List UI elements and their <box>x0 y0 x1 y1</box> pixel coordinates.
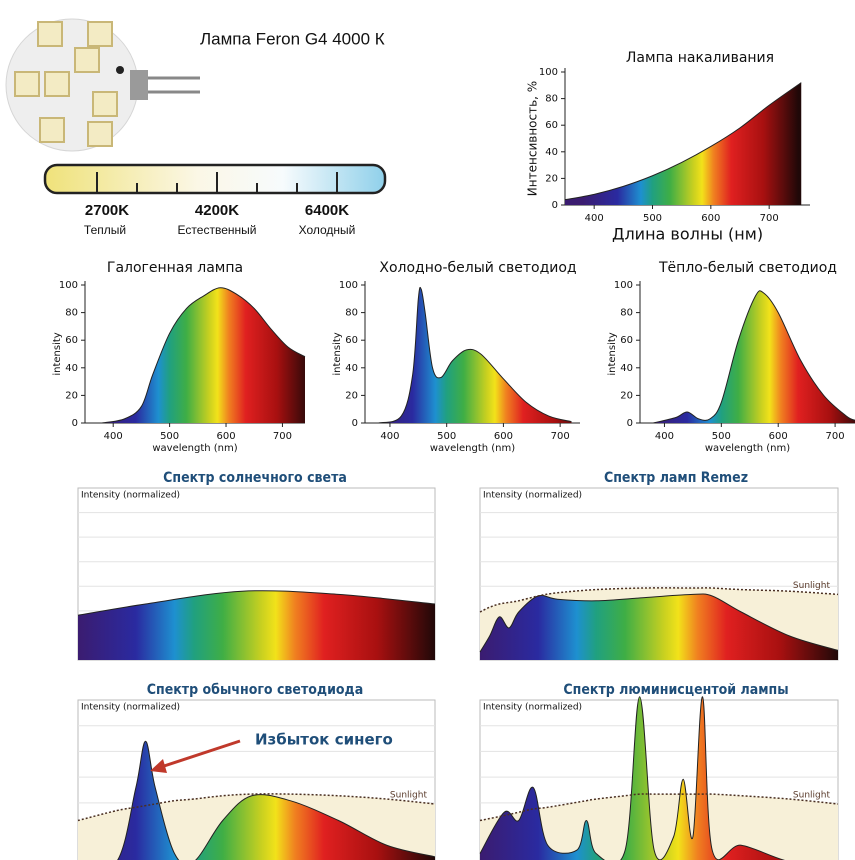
spectrum-line <box>652 290 855 424</box>
x-tick-label: 700 <box>273 431 292 442</box>
x-tick-label: 500 <box>160 431 179 442</box>
x-tick-label: 500 <box>712 431 731 442</box>
y-tick-label: 0 <box>552 200 558 211</box>
sunlight-fill <box>480 793 838 860</box>
sunlight-line <box>479 587 839 613</box>
y-tick-label: 20 <box>65 390 78 401</box>
lamp-label: Лампа Feron G4 4000 К <box>200 29 385 48</box>
temperature-name: Естественный <box>178 223 257 237</box>
spectrum-fill <box>378 287 572 423</box>
color-temperature-scale: 2700K 4200K 6400K Теплый Естественный Хо… <box>43 163 387 237</box>
kelvin-label: 6400K <box>305 202 349 219</box>
y-tick-label: 0 <box>72 418 78 429</box>
x-tick-label: 600 <box>494 431 513 442</box>
spectrum-line <box>77 590 436 616</box>
legend-label: Sunlight <box>793 581 831 591</box>
y-tick-label: 60 <box>345 335 358 346</box>
spectrum-line <box>378 286 572 424</box>
legend-label: Sunlight <box>793 791 831 801</box>
spectrum-line <box>564 82 802 201</box>
x-axis-label: wavelength (nm) <box>152 443 237 454</box>
legend-label: Sunlight <box>390 791 428 801</box>
x-axis-label: wavelength (nm) <box>705 443 790 454</box>
spectrum-fill <box>480 696 784 860</box>
spectrum-fill <box>78 590 435 660</box>
y-tick-label: 0 <box>352 418 358 429</box>
chart-title: Спектр люминисцентой лампы <box>563 682 788 698</box>
temperature-name: Холодный <box>299 223 356 237</box>
kelvin-label: 4200K <box>195 202 239 219</box>
y-axis-label: Intensity (normalized) <box>81 703 180 713</box>
chart-title: Галогенная лампа <box>107 260 243 276</box>
spectrum-fill <box>653 290 855 423</box>
chart-title: Спектр солнечного света <box>163 470 347 486</box>
y-tick-label: 80 <box>620 308 633 319</box>
y-axis-label: intensity <box>607 332 618 375</box>
temperature-name: Теплый <box>84 223 126 237</box>
spectrum-fill <box>480 593 838 660</box>
spectrum-fill <box>565 82 802 205</box>
x-axis-label: wavelength (nm) <box>430 443 515 454</box>
y-axis-label: Intensity (normalized) <box>483 491 582 501</box>
y-tick-label: 100 <box>539 67 558 78</box>
y-tick-label: 40 <box>545 147 558 158</box>
annotation-arrow <box>157 739 241 770</box>
chart-title: Тёпло-белый светодиод <box>658 260 837 276</box>
x-tick-label: 600 <box>769 431 788 442</box>
sunlight-line <box>77 793 436 822</box>
chart-title: Спектр обычного светодиода <box>147 682 363 698</box>
y-tick-label: 20 <box>345 390 358 401</box>
y-tick-label: 100 <box>614 280 633 291</box>
spectrum-line <box>116 740 436 860</box>
y-axis-label: Интенсивность, % <box>526 81 540 196</box>
chart-title: Спектр ламп Remez <box>604 470 748 486</box>
chart-title: Холодно-белый светодиод <box>379 260 576 276</box>
x-tick-label: 400 <box>655 431 674 442</box>
x-tick-label: 400 <box>380 431 399 442</box>
y-tick-label: 80 <box>65 308 78 319</box>
y-axis-label: intensity <box>332 332 343 375</box>
x-tick-label: 700 <box>551 431 570 442</box>
y-tick-label: 80 <box>545 94 558 105</box>
y-axis-label: Intensity (normalized) <box>483 703 582 713</box>
y-tick-label: 20 <box>620 390 633 401</box>
y-tick-label: 40 <box>65 363 78 374</box>
chart-title: Лампа накаливания <box>626 50 774 66</box>
spectrum-fill <box>117 741 435 860</box>
x-tick-label: 600 <box>216 431 235 442</box>
y-tick-label: 40 <box>345 363 358 374</box>
led-lamp-picture <box>5 18 200 152</box>
x-tick-label: 400 <box>585 213 604 224</box>
y-tick-label: 60 <box>545 120 558 131</box>
y-tick-label: 60 <box>65 335 78 346</box>
annotation-arrowhead <box>150 759 167 773</box>
y-axis-label: intensity <box>52 332 63 375</box>
y-tick-label: 20 <box>545 173 558 184</box>
x-tick-label: 700 <box>826 431 845 442</box>
x-tick-label: 500 <box>437 431 456 442</box>
spectrum-line <box>479 593 839 653</box>
annotation: Избыток синего <box>255 731 393 749</box>
y-tick-label: 40 <box>620 363 633 374</box>
y-axis-label: Intensity (normalized) <box>81 491 180 501</box>
y-tick-label: 0 <box>627 418 633 429</box>
x-axis-label: Длина волны (нм) <box>612 225 763 244</box>
spectrum-line <box>101 287 306 424</box>
x-tick-label: 700 <box>760 213 779 224</box>
x-tick-label: 500 <box>643 213 662 224</box>
spectrum-fill <box>101 287 305 423</box>
y-tick-label: 100 <box>59 280 78 291</box>
x-tick-label: 400 <box>104 431 123 442</box>
y-tick-label: 60 <box>620 335 633 346</box>
kelvin-label: 2700K <box>85 202 129 219</box>
x-tick-label: 600 <box>701 213 720 224</box>
spectrum-line <box>479 696 786 860</box>
y-tick-label: 100 <box>339 280 358 291</box>
sunlight-line <box>479 793 839 822</box>
y-tick-label: 80 <box>345 308 358 319</box>
